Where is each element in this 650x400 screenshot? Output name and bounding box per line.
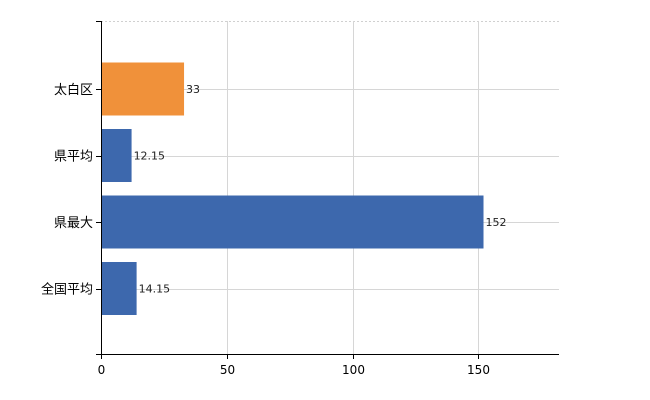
bar — [101, 262, 137, 315]
data-label: 14.15 — [139, 283, 171, 296]
category-label: 太白区 — [54, 82, 93, 98]
category-label: 県最大 — [54, 216, 93, 231]
x-tick-label: 0 — [98, 363, 106, 377]
x-tick-label: 150 — [467, 363, 490, 377]
data-label: 152 — [486, 216, 507, 229]
bar — [101, 195, 484, 249]
bar — [101, 62, 185, 116]
category-label: 県平均 — [54, 150, 93, 165]
bar — [101, 129, 132, 182]
x-tick-label: 100 — [342, 363, 365, 377]
data-label: 33 — [186, 83, 200, 96]
category-label: 全国平均 — [41, 282, 93, 298]
x-tick-label: 50 — [220, 363, 235, 377]
data-label: 12.15 — [134, 150, 166, 163]
